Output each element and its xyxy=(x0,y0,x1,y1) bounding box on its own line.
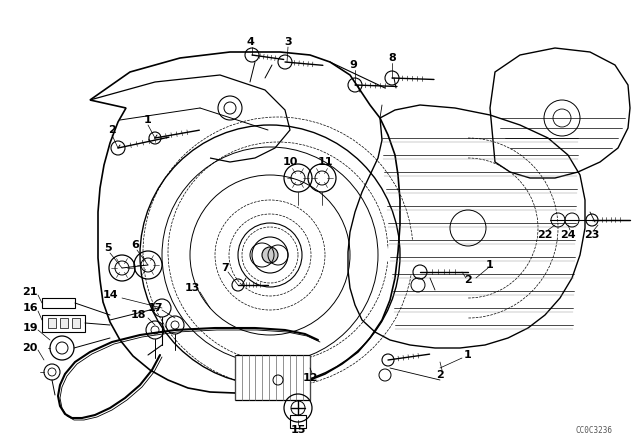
Text: 15: 15 xyxy=(291,425,306,435)
Text: 17: 17 xyxy=(147,303,163,313)
Text: 9: 9 xyxy=(349,60,357,70)
Text: 10: 10 xyxy=(282,157,298,167)
Polygon shape xyxy=(48,318,56,328)
Text: 19: 19 xyxy=(22,323,38,333)
Text: 1: 1 xyxy=(486,260,494,270)
Text: 13: 13 xyxy=(184,283,200,293)
Polygon shape xyxy=(60,318,68,328)
Text: 22: 22 xyxy=(537,230,553,240)
Text: 21: 21 xyxy=(22,287,38,297)
Text: 11: 11 xyxy=(317,157,333,167)
Text: 23: 23 xyxy=(584,230,600,240)
Text: 2: 2 xyxy=(464,275,472,285)
Text: 2: 2 xyxy=(108,125,116,135)
Text: 1: 1 xyxy=(464,350,472,360)
Text: 12: 12 xyxy=(302,373,317,383)
Text: 7: 7 xyxy=(221,263,229,273)
Polygon shape xyxy=(72,318,80,328)
Text: 24: 24 xyxy=(560,230,576,240)
Text: CC0C3236: CC0C3236 xyxy=(575,426,612,435)
Text: 3: 3 xyxy=(284,37,292,47)
Text: 16: 16 xyxy=(22,303,38,313)
Text: 5: 5 xyxy=(104,243,112,253)
Polygon shape xyxy=(235,355,310,400)
Text: 1: 1 xyxy=(144,115,152,125)
Text: 18: 18 xyxy=(131,310,146,320)
Text: 6: 6 xyxy=(131,240,139,250)
Text: 20: 20 xyxy=(22,343,38,353)
Text: 8: 8 xyxy=(388,53,396,63)
Text: 2: 2 xyxy=(436,370,444,380)
Circle shape xyxy=(262,247,278,263)
Text: 4: 4 xyxy=(246,37,254,47)
Text: 14: 14 xyxy=(102,290,118,300)
